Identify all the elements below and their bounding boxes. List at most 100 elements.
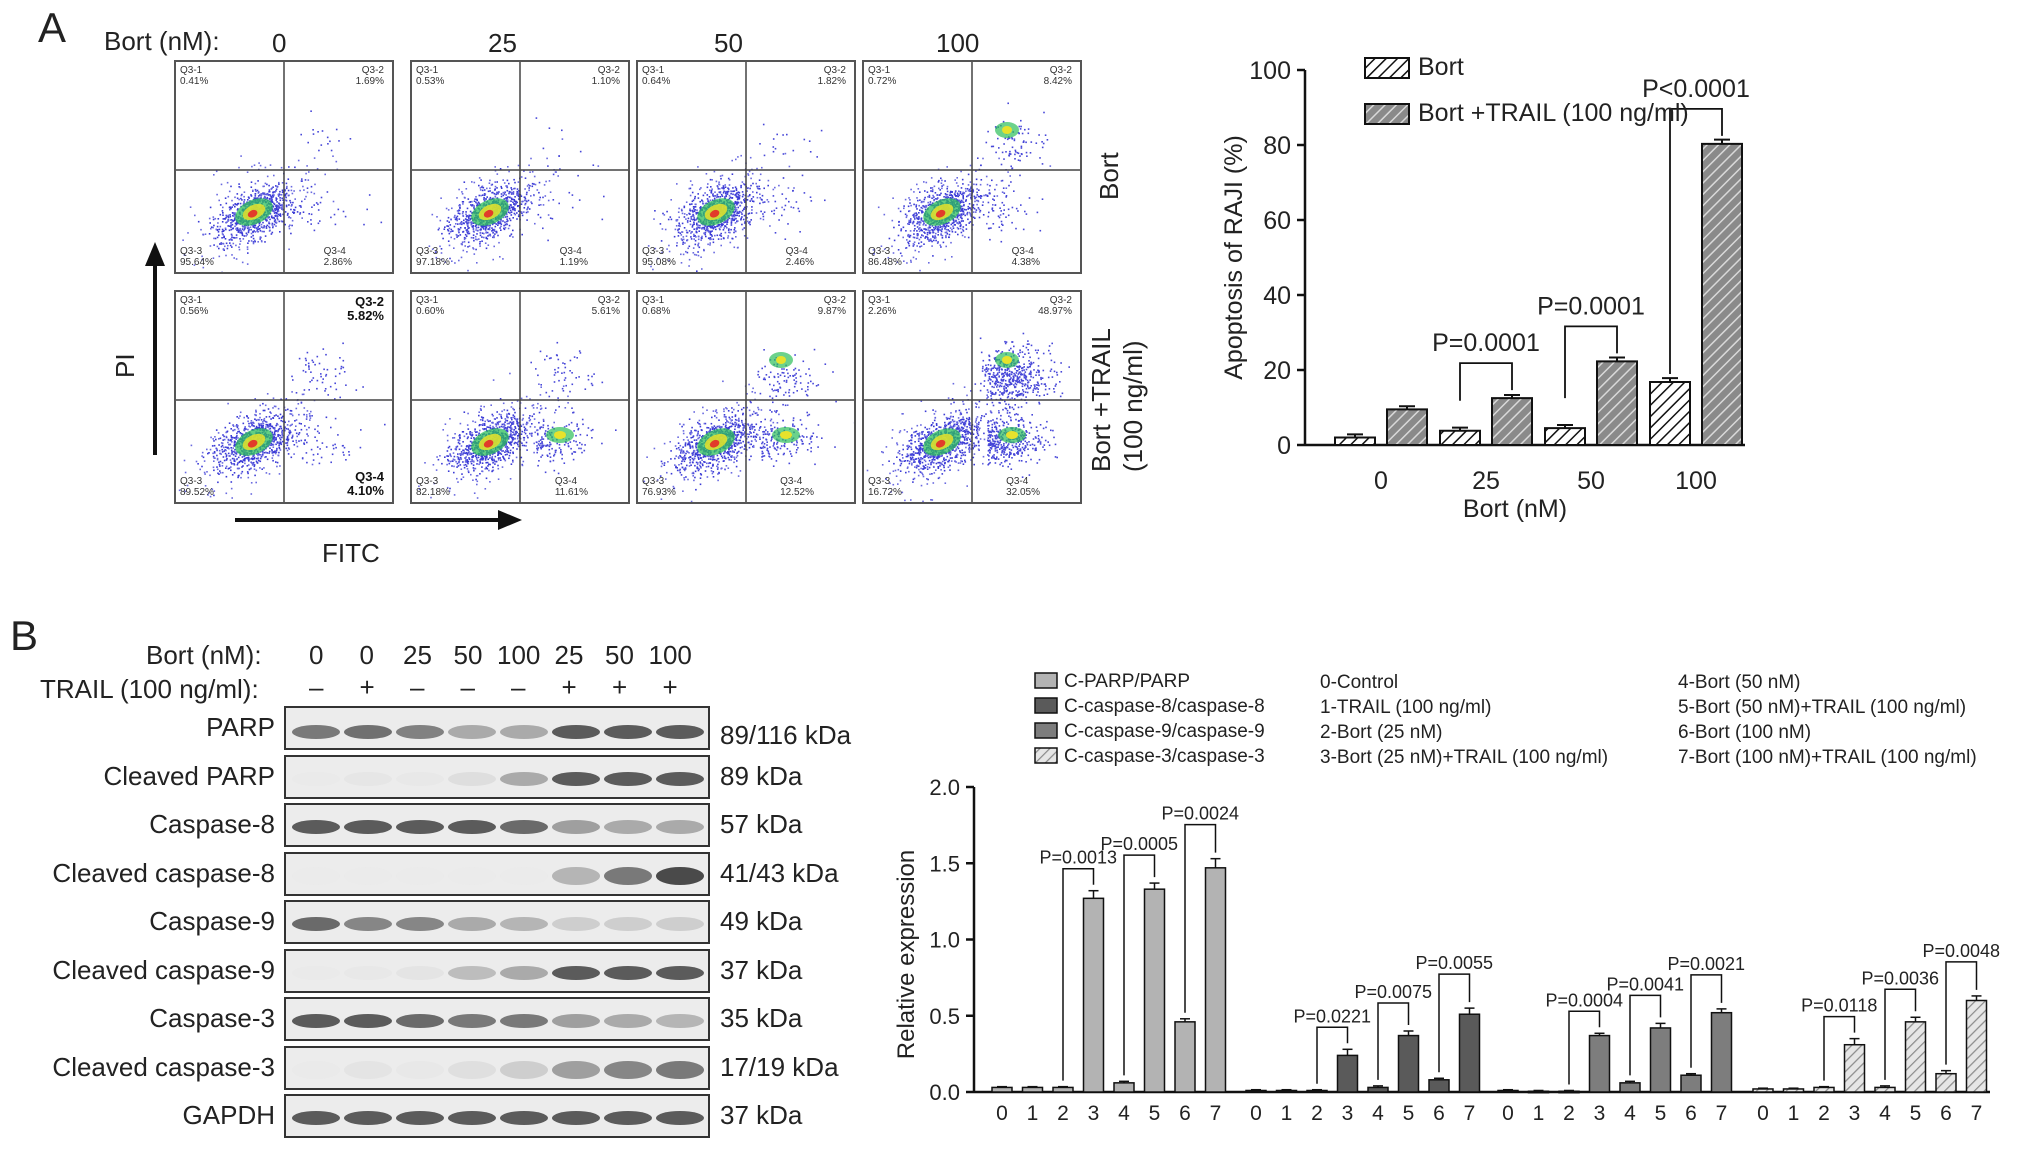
blot-band: [344, 820, 392, 834]
panel-a-letter: A: [38, 4, 67, 51]
blot-bands: [292, 820, 704, 834]
blot-band: [344, 917, 392, 931]
blot-band: [292, 1060, 340, 1079]
y-tick-label: 0.5: [929, 1004, 960, 1029]
blot-strip: [284, 948, 710, 993]
dose-label-0: 0: [272, 28, 287, 58]
blot-band: [448, 725, 496, 739]
panel-b-letter: B: [10, 612, 39, 659]
blot-strip: [284, 803, 710, 847]
y-tick-label: 40: [1263, 282, 1291, 310]
bar: [1752, 1088, 1774, 1093]
legend-label: C-PARP/PARP: [1064, 671, 1190, 692]
molecular-weight-label: 37 kDa: [720, 1100, 803, 1130]
y-axis-label: Apoptosis of RAJI (%): [1220, 135, 1248, 380]
bar: [1143, 888, 1166, 1093]
p-value-label: P=0.0024: [1161, 804, 1239, 824]
x-tick-label: 50: [1577, 467, 1605, 495]
x-tick-label: 4: [1372, 1102, 1384, 1125]
condition-legend-label: 7-Bort (100 nM)+TRAIL (100 ng/ml): [1678, 747, 1977, 768]
flow-scatter: [864, 62, 1080, 272]
x-tick-label: 3: [1849, 1102, 1861, 1125]
quadrant-q4-label: Q3-4 12.52%: [780, 476, 814, 498]
blot-protein-label: Caspase-9: [149, 906, 275, 936]
molecular-weight-label: 37 kDa: [720, 954, 803, 985]
dose-label-25: 25: [488, 28, 517, 58]
blot-band: [292, 917, 340, 931]
bar: [1245, 1089, 1267, 1093]
y-tick-label: 100: [1249, 57, 1291, 85]
quadrant-q2-label: Q3-2 8.42%: [1043, 65, 1072, 87]
molecular-weight-label: 49 kDa: [720, 906, 803, 936]
apoptosis-bar-chart: 0 20 40 60 80 100 Apoptosis of RAJI (%) 0 25 50 10…: [1220, 53, 1750, 523]
quadrant-q2-label: Q3-2 1.10%: [591, 65, 620, 87]
quadrant-q2-label: Q3-2 5.82%: [347, 294, 384, 323]
blot-band: [656, 1060, 704, 1079]
quadrant-q1-label: Q3-1 0.68%: [642, 295, 671, 317]
blot-band: [500, 1014, 548, 1028]
bar: [1619, 1082, 1641, 1093]
blot-protein-label: GAPDH: [182, 1100, 275, 1130]
legend-swatch: [1034, 747, 1058, 764]
quadrant-q1-label: Q3-1 0.56%: [180, 295, 209, 317]
lane-trail-value: –: [511, 672, 526, 702]
x-tick-label: 3: [1342, 1102, 1354, 1125]
bar: [1428, 1079, 1450, 1093]
bar: [1527, 1090, 1550, 1094]
p-value-label: P=0.0118: [1801, 996, 1877, 1016]
bar: [1306, 1089, 1328, 1093]
blot-protein-label: Caspase-8: [149, 809, 275, 839]
x-tick-label: 5: [1149, 1102, 1161, 1125]
x-tick-label: 6: [1940, 1102, 1952, 1125]
quadrant-q1-label: Q3-1 2.26%: [868, 295, 897, 317]
blot-band: [604, 1014, 652, 1028]
x-tick-label: 0: [996, 1102, 1008, 1125]
condition-legend-label: 5-Bort (50 nM)+TRAIL (100 ng/ml): [1678, 697, 1966, 718]
y-tick-label: 2.0: [929, 775, 960, 800]
bar: [1052, 1086, 1074, 1093]
bar: [1439, 429, 1481, 446]
blot-band: [448, 1014, 496, 1028]
bort-dose-header: Bort (nM):: [104, 26, 220, 56]
blot-bands: [292, 1014, 704, 1028]
lane-bort-value: 0: [359, 640, 374, 670]
bar: [1649, 1027, 1672, 1093]
legend-label: C-caspase-8/caspase-8: [1064, 696, 1265, 717]
blot-band: [292, 820, 340, 834]
bar: [1334, 436, 1376, 446]
bar: [1367, 1086, 1389, 1093]
x-tick-label: 7: [1971, 1102, 1983, 1125]
blot-band: [552, 965, 600, 980]
blot-bands: [292, 866, 704, 885]
flow-plot: Q3-1 0.64% Q3-2 1.82% Q3-3 95.08% Q3-4 2.46%: [636, 60, 856, 274]
quadrant-q4-label: Q3-4 2.46%: [785, 246, 814, 268]
flow-plot: Q3-1 0.53% Q3-2 1.10% Q3-3 97.18% Q3-4 1.19%: [410, 60, 630, 274]
x-tick-label: 6: [1179, 1102, 1191, 1125]
bar: [1544, 427, 1586, 446]
bar: [1275, 1089, 1298, 1093]
blot-bands: [292, 725, 704, 739]
x-tick-label: 4: [1118, 1102, 1130, 1125]
significance-bracket: [1945, 961, 1978, 1065]
blot-band: [656, 866, 704, 885]
blot-band: [344, 1060, 392, 1079]
bar: [1710, 1011, 1733, 1093]
quadrant-q1-label: Q3-1 0.64%: [642, 65, 671, 87]
blot-band: [448, 965, 496, 980]
blot-band: [396, 1014, 444, 1028]
quadrant-q4-label: Q3-4 2.86%: [323, 246, 352, 268]
quadrant-q3-label: Q3-3 76.93%: [642, 476, 676, 498]
blot-band: [500, 1060, 548, 1079]
significance-bracket: [1690, 974, 1723, 1068]
blot-band: [448, 917, 496, 931]
blot-band: [292, 866, 340, 885]
blot-band: [656, 725, 704, 739]
condition-legend-label: 1-TRAIL (100 ng/ml): [1320, 697, 1491, 718]
significance-bracket: [1316, 1026, 1349, 1084]
blot-band: [396, 917, 444, 931]
bar: [1874, 1086, 1896, 1093]
blot-protein-label: Caspase-3: [149, 1003, 275, 1033]
fitc-axis-arrow: [235, 510, 522, 530]
blot-strip: [284, 1094, 710, 1138]
quadrant-q2-label: Q3-2 1.82%: [817, 65, 846, 87]
